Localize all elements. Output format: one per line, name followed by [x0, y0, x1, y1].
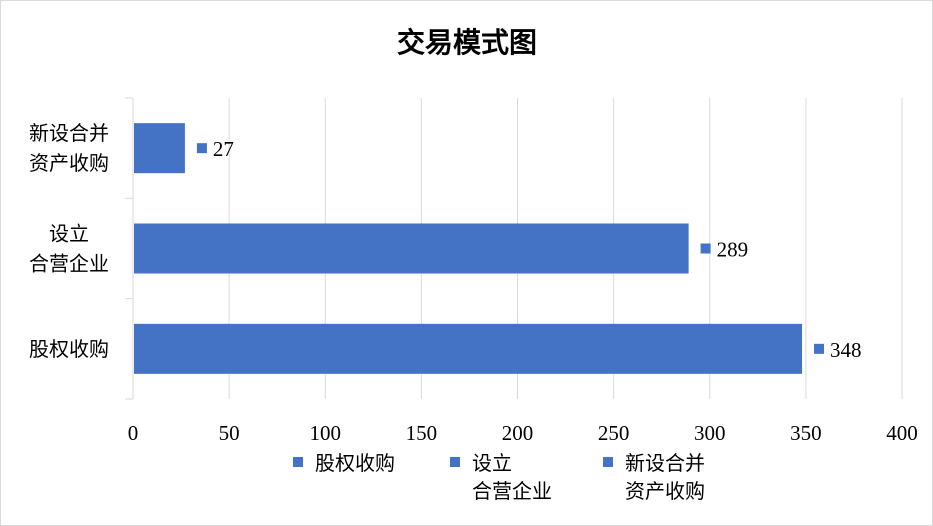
legend-label: 资产收购 [625, 479, 705, 503]
category-label: 合营企业 [29, 252, 109, 276]
data-label: 289 [717, 238, 749, 262]
data-label-key [196, 143, 207, 154]
x-tick-label: 50 [219, 421, 240, 445]
x-tick-label: 100 [310, 421, 342, 445]
category-label: 股权收购 [29, 337, 109, 361]
category-label: 新设合并 [29, 121, 109, 145]
category-label: 资产收购 [29, 151, 109, 175]
legend-label: 设立 [472, 451, 512, 475]
data-label: 348 [830, 338, 862, 362]
bar [134, 123, 185, 174]
bars [134, 123, 803, 374]
bar [134, 323, 803, 374]
legend-label: 股权收购 [315, 451, 395, 475]
axes [125, 97, 134, 400]
chart-title: 交易模式图 [397, 26, 537, 59]
x-tick-label: 300 [694, 421, 726, 445]
x-tick-label: 0 [128, 421, 139, 445]
legend-swatch [603, 457, 613, 467]
x-tick-label: 250 [598, 421, 630, 445]
category-label: 设立 [49, 222, 89, 246]
legend-label: 合营企业 [472, 479, 552, 503]
x-tick-label: 400 [886, 421, 918, 445]
legend-label: 新设合并 [625, 451, 705, 475]
data-labels: 27 289 348 [196, 137, 862, 362]
legend-swatch [293, 457, 303, 467]
x-tick-labels: 0 50 100 150 200 250 300 350 400 [128, 421, 918, 445]
x-tick-label: 150 [406, 421, 438, 445]
x-tick-label: 200 [502, 421, 534, 445]
x-tick-label: 350 [790, 421, 822, 445]
bar [134, 223, 689, 274]
data-label: 27 [213, 137, 234, 161]
data-label-key [700, 243, 711, 254]
legend-swatch [450, 457, 460, 467]
data-label-key [814, 343, 825, 354]
